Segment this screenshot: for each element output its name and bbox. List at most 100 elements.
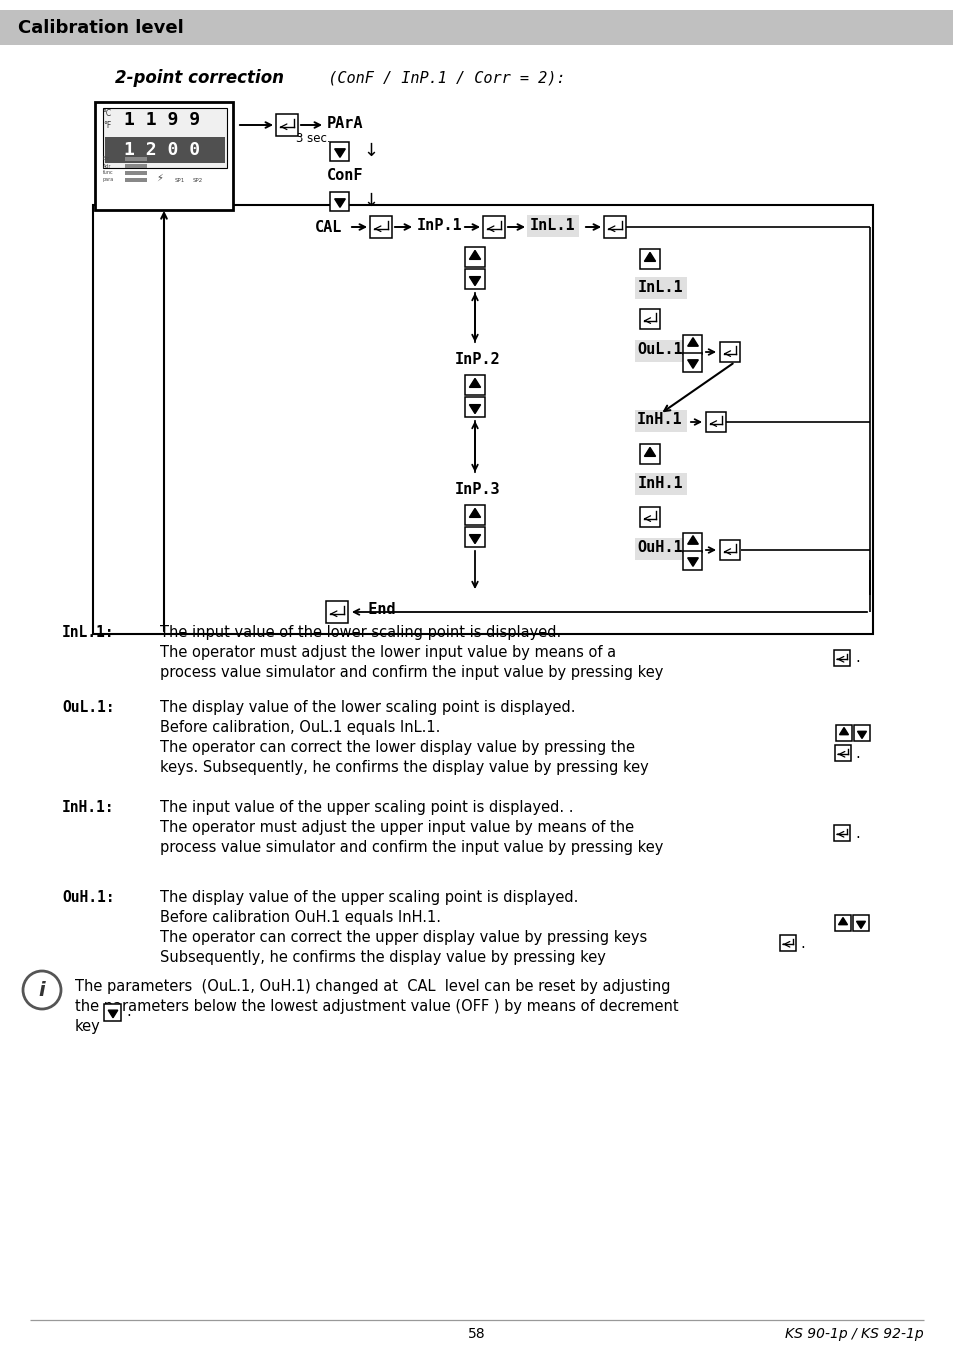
Text: Adr: Adr [103,163,112,169]
Text: The input value of the lower scaling point is displayed.: The input value of the lower scaling poi… [160,625,560,640]
Text: InL.1:: InL.1: [62,625,114,640]
Bar [330,192,349,211]
Bar [464,505,484,525]
Text: .: . [854,825,859,841]
Bar [720,540,740,560]
Bar [125,178,147,182]
Text: keys. Subsequently, he confirms the display value by pressing key: keys. Subsequently, he confirms the disp… [160,760,648,775]
Text: InP.3: InP.3 [455,482,500,498]
Text: SP2: SP2 [193,177,203,182]
Bar [635,472,686,495]
Text: The parameters  (OuL.1, OuH.1) changed at  CAL  level can be reset by adjusting: The parameters (OuL.1, OuH.1) changed at… [75,979,670,994]
Bar [464,247,484,267]
Text: Subsequently, he confirms the display value by pressing key: Subsequently, he confirms the display va… [160,950,605,965]
Text: KS 90-1p / KS 92-1p: KS 90-1p / KS 92-1p [784,1327,923,1341]
Bar [464,269,484,289]
Bar [105,136,225,163]
Polygon shape [643,447,655,456]
Text: Before calibration OuH.1 equals InH.1.: Before calibration OuH.1 equals InH.1. [160,910,440,925]
Polygon shape [108,1010,117,1018]
Bar [105,1003,121,1021]
Bar [603,216,625,238]
Bar [125,157,147,161]
Bar [0,9,953,45]
Text: ConF: ConF [327,167,363,182]
Bar [125,163,147,167]
Text: Calibration level: Calibration level [18,19,184,36]
Polygon shape [687,338,698,346]
Bar [330,142,349,161]
Bar [103,108,227,167]
Circle shape [23,971,61,1008]
Bar [639,508,659,526]
Bar [326,601,348,622]
Bar [682,532,701,552]
Polygon shape [643,252,655,262]
Text: ⚡: ⚡ [156,173,163,184]
Text: .: . [126,1004,131,1019]
Bar [635,340,686,362]
Text: The display value of the upper scaling point is displayed.: The display value of the upper scaling p… [160,890,578,905]
Bar [705,412,725,432]
Text: func: func [103,170,113,176]
Text: The display value of the lower scaling point is displayed.: The display value of the lower scaling p… [160,701,575,716]
Polygon shape [857,732,865,738]
Polygon shape [687,360,698,369]
Text: (ConF / InP.1 / Corr = 2):: (ConF / InP.1 / Corr = 2): [310,70,565,85]
Bar [464,375,484,396]
Text: InH.1:: InH.1: [62,801,114,815]
Polygon shape [687,558,698,566]
Text: The operator can correct the upper display value by pressing keys: The operator can correct the upper displ… [160,930,646,945]
Polygon shape [469,535,480,544]
Text: InP.1: InP.1 [416,217,462,232]
Polygon shape [335,148,345,158]
Text: The input value of the upper scaling point is displayed. .: The input value of the upper scaling poi… [160,801,573,815]
Text: Err: Err [103,157,111,162]
Polygon shape [469,378,480,387]
Text: .: . [800,936,804,950]
Text: 3 sec.: 3 sec. [295,132,331,146]
Polygon shape [838,918,846,925]
Text: process value simulator and confirm the input value by pressing key: process value simulator and confirm the … [160,840,662,855]
Bar [833,825,849,841]
Text: OuL.1: OuL.1 [637,343,682,358]
Text: the parameters below the lowest adjustment value (OFF ) by means of decrement: the parameters below the lowest adjustme… [75,999,678,1014]
Bar [834,745,850,761]
Text: The operator can correct the lower display value by pressing the: The operator can correct the lower displ… [160,740,635,755]
Bar [780,936,795,950]
Bar [526,215,578,238]
Text: para: para [103,177,114,182]
Text: 1 1 9 9: 1 1 9 9 [124,111,200,130]
Bar [464,397,484,417]
Bar [482,216,504,238]
Text: InP.2: InP.2 [455,352,500,367]
Polygon shape [469,250,480,259]
Text: °C: °C [102,109,112,119]
Text: InH.1: InH.1 [638,475,683,490]
Text: .: . [854,651,859,666]
Bar [639,444,659,464]
Text: ↓: ↓ [363,192,377,211]
Polygon shape [469,509,480,517]
Polygon shape [687,536,698,544]
Bar [835,725,851,741]
Bar [275,113,297,136]
Bar [682,352,701,371]
Text: OuL.1:: OuL.1: [62,701,114,716]
Bar [639,248,659,269]
Bar [635,277,686,298]
Bar [95,103,233,211]
Bar [682,335,701,354]
Bar [834,915,850,931]
Text: .: . [854,745,859,760]
Bar [682,551,701,570]
Text: 2-point correction: 2-point correction [115,69,284,86]
Text: InL.1: InL.1 [638,279,683,294]
Text: key: key [75,1019,101,1034]
Text: The operator must adjust the upper input value by means of the: The operator must adjust the upper input… [160,819,634,836]
Text: i: i [39,980,45,999]
Bar [125,171,147,176]
Text: OuH.1: OuH.1 [637,540,682,555]
Polygon shape [856,921,864,929]
Text: ↓: ↓ [363,142,377,161]
